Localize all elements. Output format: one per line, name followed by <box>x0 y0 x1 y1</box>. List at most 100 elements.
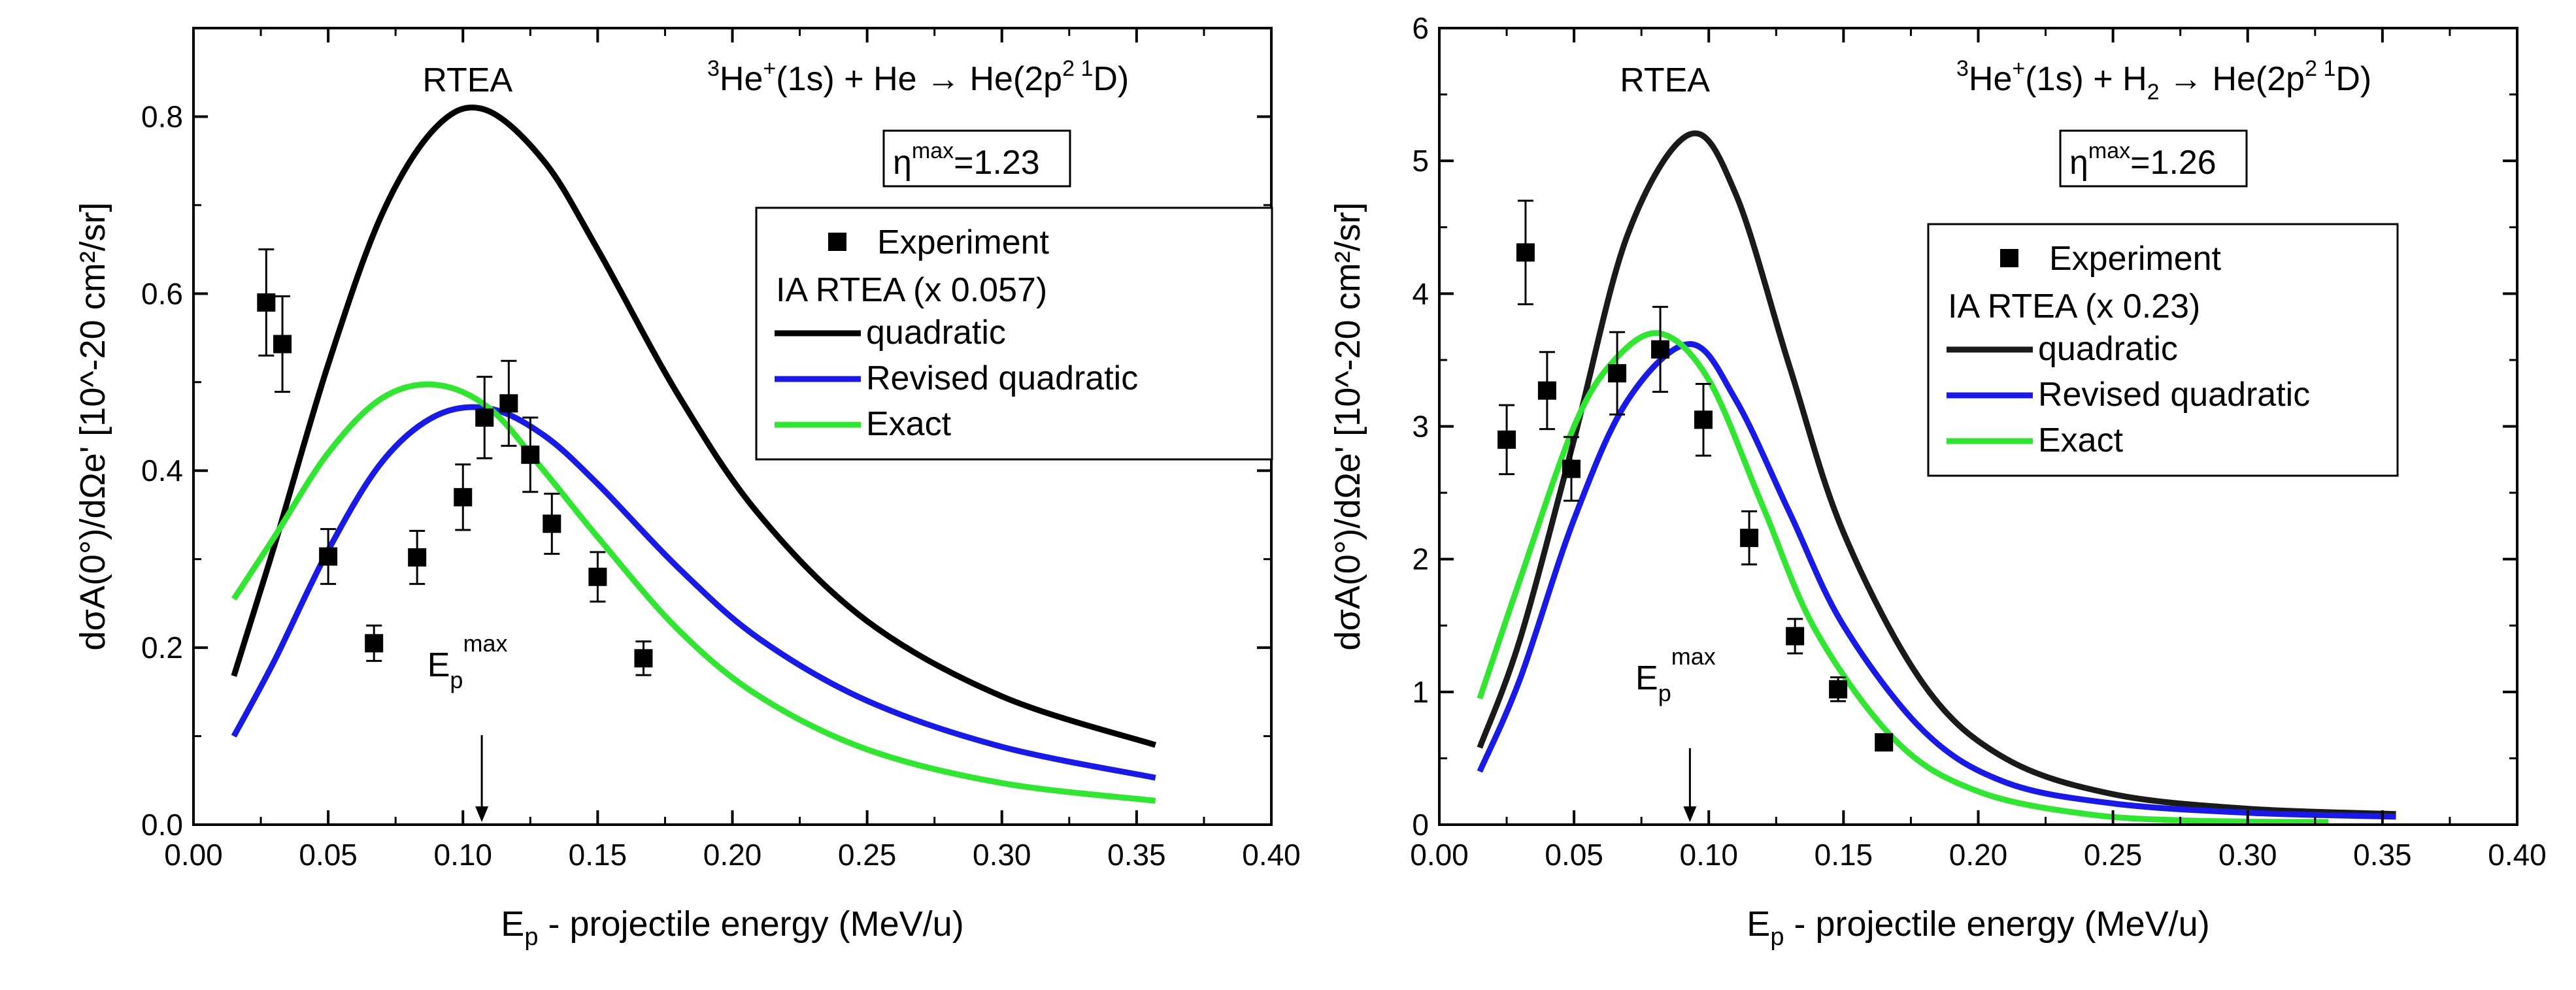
epmax-sup: max <box>463 630 507 657</box>
legend-label: Revised quadratic <box>866 359 1138 397</box>
reaction-charge: + <box>763 56 776 81</box>
eta-max-label: ηmax=1.23 <box>893 139 1040 182</box>
data-point <box>475 408 494 427</box>
data-point <box>634 649 653 668</box>
epmax-label: Epmax <box>427 630 508 693</box>
legend-header: IA RTEA (x 0.057) <box>776 271 1047 309</box>
chart-right: 0.00 0.05 0.10 0.15 0.20 0.25 0.30 0.35 0.400123… <box>1328 11 2547 951</box>
x-axis-title: Ep - projectile energy (MeV/u) <box>1747 904 2209 951</box>
x-tick-label: 0.15 <box>569 838 627 872</box>
eta-symbol: η <box>2069 144 2088 182</box>
series-line-quadratic <box>231 105 1157 748</box>
data-point <box>1608 364 1627 383</box>
series-line-revised-quadratic <box>1477 341 2396 820</box>
x-tick-label: 0.10 <box>1679 838 1738 872</box>
reaction-term: 1 <box>2317 56 2335 81</box>
y-tick-label: 5 <box>1412 144 1429 178</box>
y-tick-label: 0.0 <box>141 808 183 842</box>
legend-label-experiment: Experiment <box>2049 240 2222 278</box>
y-tick-label: 1 <box>1412 675 1429 709</box>
eta-value: =1.26 <box>2130 144 2216 182</box>
epmax-sub: p <box>1658 680 1671 706</box>
reaction-p-exp: 2 <box>1062 56 1075 81</box>
x-tick-label: 0.00 <box>164 838 223 872</box>
reaction-target: (1s) + He <box>776 60 916 98</box>
data-point <box>543 514 561 533</box>
reaction-arrow: → <box>2160 60 2203 98</box>
reaction-label: 3He+(1s) + H2 → He(2p2 1D) <box>1956 56 2371 105</box>
x-axis-title-sub: p <box>1770 923 1784 951</box>
data-point <box>1786 627 1805 646</box>
data-point <box>273 335 292 354</box>
x-tick-label: 0.40 <box>2488 838 2547 872</box>
x-tick-label: 0.10 <box>433 838 492 872</box>
y-tick-label: 6 <box>1412 11 1429 45</box>
y-tick-label: 3 <box>1412 410 1429 444</box>
reaction-arrow: → <box>917 60 960 98</box>
eta-sup: max <box>912 139 954 163</box>
epmax-label: Epmax <box>1635 643 1716 706</box>
series-line-exact <box>1477 330 2329 825</box>
epmax-arrow-head <box>475 806 489 822</box>
y-axis: 0.0 0.2 0.4 0.6 0.8 <box>141 99 1271 842</box>
data-point <box>499 394 518 413</box>
data-point <box>1497 430 1516 449</box>
reaction-term-letter: D) <box>2335 60 2371 98</box>
x-tick-label: 0.20 <box>703 838 762 872</box>
chart-left: 0.00 0.05 0.10 0.15 0.20 0.25 0.30 0.35 0.400.00… <box>73 27 1301 951</box>
eta-value: =1.23 <box>954 144 1040 182</box>
series-line-exact <box>231 381 1156 804</box>
data-point <box>408 548 427 567</box>
y-axis-title: dσA(0°)/dΩe' [10^-20 cm²/sr] <box>73 202 112 650</box>
legend-marker-experiment <box>2000 249 2018 267</box>
legend-header: IA RTEA (x 0.23) <box>1948 288 2200 325</box>
data-point <box>1516 243 1535 262</box>
x-tick-label: 0.20 <box>1949 838 2008 872</box>
legend-label: quadratic <box>866 314 1006 352</box>
data-point <box>1651 340 1670 359</box>
data-point <box>319 547 338 566</box>
x-tick-label: 0.35 <box>1107 838 1166 872</box>
x-tick-label: 0.15 <box>1815 838 1873 872</box>
x-tick-label: 0.30 <box>2218 838 2277 872</box>
x-axis-title: Ep - projectile energy (MeV/u) <box>501 904 963 951</box>
eta-max-label: ηmax=1.26 <box>2069 139 2216 182</box>
legend-label: Revised quadratic <box>2038 376 2310 414</box>
x-axis-title-rest: - projectile energy (MeV/u) <box>538 904 963 944</box>
y-tick-label: 0.8 <box>141 99 183 133</box>
data-point <box>257 293 276 312</box>
reaction-charge: + <box>2012 56 2025 81</box>
data-point <box>1875 733 1894 752</box>
epmax-sub: p <box>450 667 463 693</box>
x-tick-label: 0.05 <box>299 838 358 872</box>
reaction-product: He(2p <box>2203 60 2305 98</box>
data-point <box>365 634 384 653</box>
data-point <box>1740 529 1759 548</box>
reaction-term: 1 <box>1075 56 1093 81</box>
legend: Experiment IA RTEA (x 0.057) quadratic Revi… <box>775 223 1138 443</box>
legend-label: Exact <box>866 405 952 443</box>
data-point <box>588 567 607 586</box>
y-tick-label: 0 <box>1412 808 1429 842</box>
eta-max-box <box>882 129 1071 188</box>
experiment-points <box>1497 199 1894 752</box>
x-axis: 0.00 0.05 0.10 0.15 0.20 0.25 0.30 0.35 0.40 <box>164 28 1301 872</box>
reaction-p-exp: 2 <box>2305 56 2317 81</box>
epmax-sup: max <box>1671 643 1716 670</box>
y-tick-label: 2 <box>1412 542 1429 576</box>
model-curves <box>1477 130 2396 825</box>
y-tick-label: 0.2 <box>141 631 183 665</box>
chart-title: RTEA <box>422 61 512 99</box>
reaction-label: 3He+(1s) + He → He(2p2 1D) <box>707 56 1129 98</box>
x-axis-title-rest: - projectile energy (MeV/u) <box>1784 904 2209 944</box>
x-axis-title-main: E <box>1747 904 1770 944</box>
experiment-points <box>257 248 653 676</box>
x-axis-title-sub: p <box>524 923 538 951</box>
data-point <box>1829 680 1848 699</box>
x-axis-title-main: E <box>501 904 524 944</box>
eta-max-box <box>2059 129 2248 188</box>
reaction-projectile: He <box>1969 60 2012 98</box>
reaction-product: He(2p <box>960 60 1062 98</box>
x-tick-label: 0.40 <box>1242 838 1301 872</box>
